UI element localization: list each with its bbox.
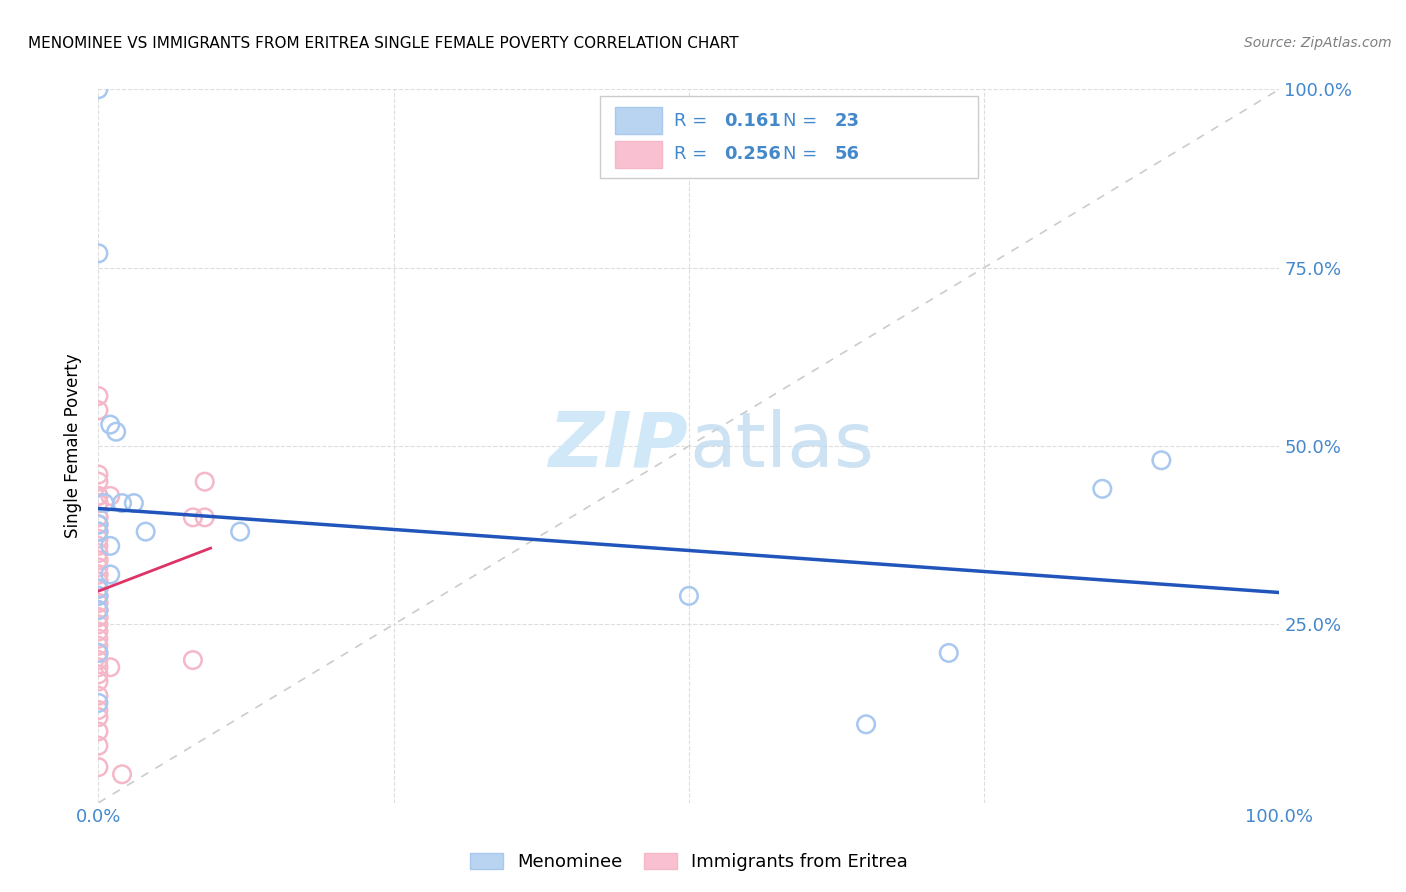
Text: R =: R = [673,112,713,129]
Point [87,546,110,560]
Point [87,674,110,689]
Text: N =: N = [783,112,824,129]
Point [87,510,110,524]
Point [87,524,110,539]
Point [87,489,110,503]
Point [87,496,110,510]
Point [87,517,110,532]
Text: N =: N = [783,145,824,163]
Point [93,496,115,510]
Point [87,689,110,703]
Text: 23: 23 [834,112,859,129]
Point [181,653,204,667]
Point [87,82,110,96]
Point [111,496,134,510]
Point [87,574,110,589]
Point [1091,482,1114,496]
Point [87,582,110,596]
Point [87,582,110,596]
Text: 0.256: 0.256 [724,145,782,163]
Point [122,496,145,510]
Text: Source: ZipAtlas.com: Source: ZipAtlas.com [1244,36,1392,50]
Text: ZIP: ZIP [550,409,689,483]
Point [87,596,110,610]
Point [87,589,110,603]
Point [87,617,110,632]
Point [87,567,110,582]
Point [87,574,110,589]
Point [98,539,121,553]
Point [87,603,110,617]
Point [98,660,121,674]
Point [87,532,110,546]
Point [87,596,110,610]
Point [87,603,110,617]
Point [87,567,110,582]
Text: 0.161: 0.161 [724,112,782,129]
Point [111,767,134,781]
Text: R =: R = [673,145,713,163]
Point [87,475,110,489]
Point [87,589,110,603]
Legend: Menominee, Immigrants from Eritrea: Menominee, Immigrants from Eritrea [463,846,915,879]
Point [87,389,110,403]
Point [98,567,121,582]
Point [87,246,110,260]
Point [87,639,110,653]
Point [87,610,110,624]
Point [87,624,110,639]
Point [87,632,110,646]
Point [194,510,217,524]
Point [87,653,110,667]
Point [87,467,110,482]
Point [181,510,204,524]
Point [87,553,110,567]
Point [87,539,110,553]
Point [135,524,157,539]
Point [1150,453,1173,467]
FancyBboxPatch shape [614,107,662,134]
Point [87,403,110,417]
Point [87,660,110,674]
Point [87,610,110,624]
Point [87,517,110,532]
Point [87,524,110,539]
Point [87,603,110,617]
Point [87,646,110,660]
Point [938,646,960,660]
Point [87,760,110,774]
Y-axis label: Single Female Poverty: Single Female Poverty [65,354,83,538]
Point [87,696,110,710]
FancyBboxPatch shape [614,141,662,168]
Point [229,524,252,539]
Point [87,560,110,574]
Point [87,703,110,717]
Point [194,475,217,489]
Point [87,582,110,596]
Text: 56: 56 [834,145,859,163]
Point [87,724,110,739]
Point [87,510,110,524]
Point [87,739,110,753]
Point [87,589,110,603]
Point [87,553,110,567]
Point [87,517,110,532]
Point [87,496,110,510]
Point [87,646,110,660]
Point [87,524,110,539]
Point [678,589,700,603]
Point [98,417,121,432]
Text: atlas: atlas [689,409,873,483]
Text: MENOMINEE VS IMMIGRANTS FROM ERITREA SINGLE FEMALE POVERTY CORRELATION CHART: MENOMINEE VS IMMIGRANTS FROM ERITREA SIN… [28,36,738,51]
Point [87,667,110,681]
Point [855,717,877,731]
Point [105,425,128,439]
FancyBboxPatch shape [600,96,979,178]
Point [98,489,121,503]
Point [87,489,110,503]
Point [87,710,110,724]
